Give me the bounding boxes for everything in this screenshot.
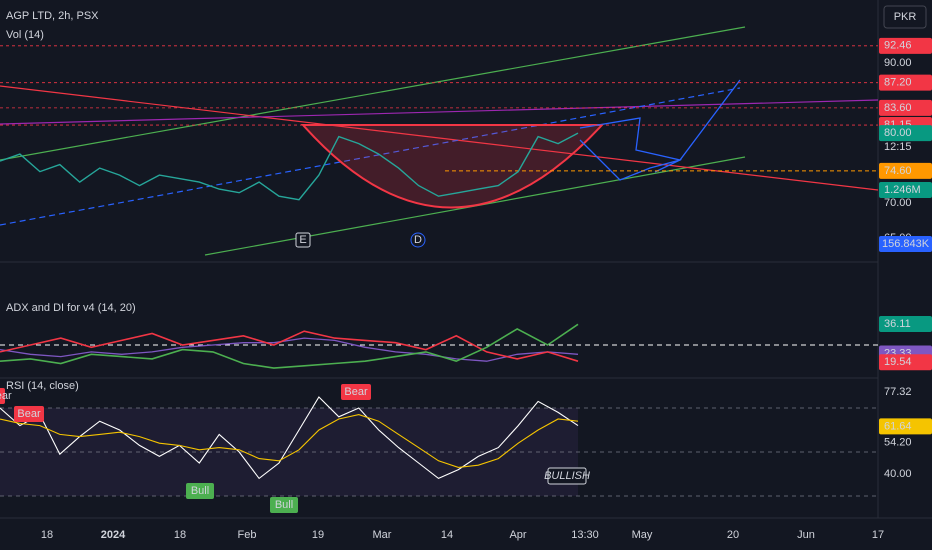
axis-label: 74.60 [884, 165, 912, 177]
event-label: D [414, 234, 422, 246]
volume-label: Vol (14) [6, 29, 44, 41]
time-label: May [632, 529, 653, 541]
axis-label: 92.46 [884, 40, 912, 52]
time-label: 18 [41, 529, 53, 541]
axis-label: 40.00 [884, 468, 912, 480]
volume-avg-tag-bg [879, 236, 932, 252]
axis-label: 83.60 [884, 102, 912, 114]
signal-label: Bear [0, 390, 12, 402]
time-label: Feb [238, 529, 257, 541]
time-label: 18 [174, 529, 186, 541]
axis-label: 54.20 [884, 437, 912, 449]
trend-line [0, 87, 741, 226]
adx-title: ADX and DI for v4 (14, 20) [6, 302, 136, 314]
adx-line [0, 337, 579, 362]
signal-badge [270, 497, 298, 513]
price-line [0, 132, 579, 201]
trend-line [0, 99, 879, 125]
price-tag [879, 74, 932, 91]
event-marker [410, 232, 426, 248]
rsi-title: RSI (14, close) [6, 380, 79, 392]
time-label: 17 [872, 529, 884, 541]
trend-line [0, 26, 746, 161]
axis-label: 90.00 [884, 57, 912, 69]
signal-label: Bear [344, 386, 368, 398]
signal-badge [186, 483, 214, 499]
signal-label: Bull [191, 485, 209, 497]
price-tag [879, 37, 932, 54]
rsi-line [0, 396, 579, 480]
volume-avg-tag: 156.843K [882, 238, 930, 250]
cup-pattern [300, 124, 605, 209]
projection-arrow [579, 79, 741, 181]
signal-badge [0, 388, 5, 404]
countdown: 12:15 [884, 141, 912, 153]
time-label: 14 [441, 529, 453, 541]
signal-badge [341, 384, 371, 400]
axis-label: 77.32 [884, 386, 912, 398]
time-label: 20 [727, 529, 739, 541]
signal-badge [547, 467, 587, 485]
event-label: E [299, 234, 306, 246]
price-tag [879, 162, 932, 179]
di-plus-line [0, 323, 579, 369]
axis-label: 80.00 [884, 127, 912, 139]
volume-tag-bg [879, 182, 932, 198]
time-label: 19 [312, 529, 324, 541]
time-label: 13:30 [571, 529, 599, 541]
price-tag [879, 418, 932, 435]
axis-label: 61.64 [884, 420, 912, 432]
signal-label: Bear [17, 408, 41, 420]
signal-label: Bull [275, 499, 293, 511]
price-tag [879, 354, 932, 371]
currency-button[interactable] [883, 5, 927, 29]
trend-line [0, 85, 879, 191]
time-label: Jun [797, 529, 815, 541]
rsi-ma-line [0, 414, 579, 468]
volume-tag: 1.246M [884, 184, 921, 196]
price-tag [879, 99, 932, 116]
chart-title: AGP LTD, 2h, PSX [6, 10, 99, 22]
time-label: 2024 [101, 529, 126, 541]
price-tag [879, 316, 932, 333]
time-label: Apr [509, 529, 526, 541]
axis-label: 87.20 [884, 77, 912, 89]
axis-label: 70.00 [884, 197, 912, 209]
time-label: Mar [373, 529, 392, 541]
axis-label: 19.54 [884, 356, 912, 368]
currency[interactable]: PKR [894, 11, 917, 23]
signal-badge [14, 406, 44, 422]
signal-label: BULLISH [544, 470, 590, 482]
projection-arrow [579, 117, 682, 173]
axis-label: 36.11 [884, 318, 911, 330]
event-marker [295, 232, 311, 248]
price-tag [879, 125, 932, 142]
